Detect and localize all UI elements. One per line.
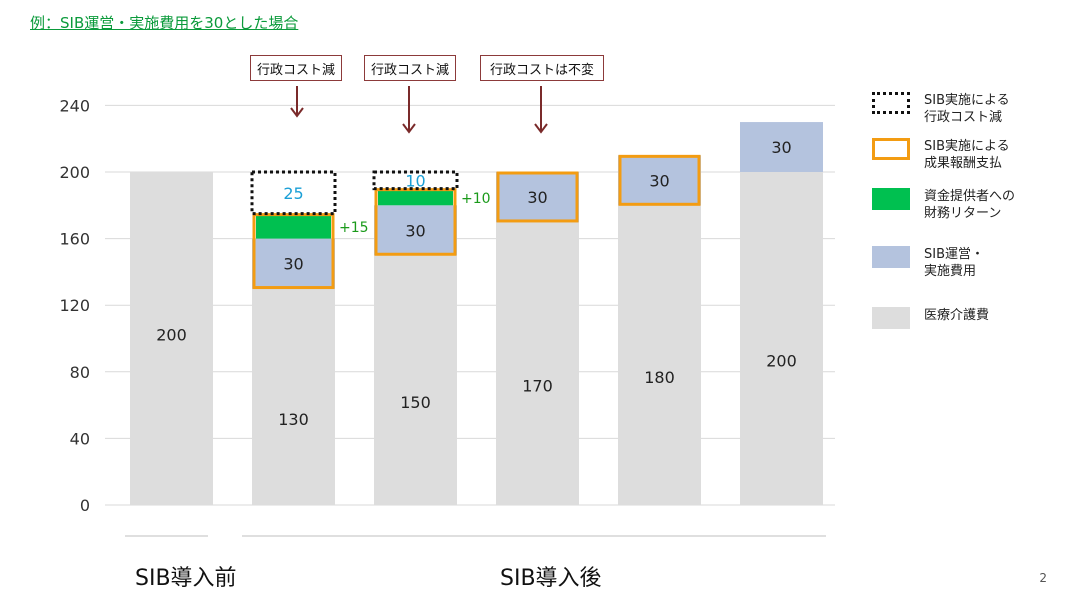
legend-sib-cost: SIB運営・ 実施費用 bbox=[872, 246, 1054, 280]
bar-return-label: +10 bbox=[461, 191, 491, 207]
y-tick-label: 200 bbox=[59, 163, 90, 182]
bar-medical-label: 200 bbox=[766, 352, 797, 371]
legend-swatch-sib-cost bbox=[872, 246, 910, 268]
callout-cost-reduction-2: 行政コスト減 bbox=[364, 55, 456, 81]
bar-return-label: +15 bbox=[339, 220, 369, 236]
chart-title: 例：SIB運営・実施費用を30とした場合 bbox=[30, 14, 299, 32]
bar-medical bbox=[374, 255, 457, 505]
callout-arrow-head bbox=[402, 123, 416, 134]
bar-sib bbox=[374, 205, 457, 256]
page-number: 2 bbox=[1039, 571, 1047, 585]
y-tick-label: 40 bbox=[70, 429, 90, 448]
bar-performance-payment-outline bbox=[252, 213, 335, 290]
bar-performance-payment-outline bbox=[496, 171, 579, 223]
legend-swatch-financial-return bbox=[872, 188, 910, 210]
callout-cost-reduction-1: 行政コスト減 bbox=[250, 55, 342, 81]
bar-sib-label: 30 bbox=[649, 171, 669, 190]
bar-cost-reduction-label: 25 bbox=[283, 184, 303, 203]
legend-medical-cost: 医療介護費 bbox=[872, 307, 1054, 329]
bar-medical bbox=[496, 221, 579, 505]
callout-arrow-head bbox=[534, 123, 548, 134]
bar-cost-reduction bbox=[372, 170, 459, 191]
bar-sib-label: 30 bbox=[527, 188, 547, 207]
legend-swatch-medical-cost bbox=[872, 307, 910, 329]
legend-performance-payment: SIB実施による 成果報酬支払 bbox=[872, 138, 1054, 172]
y-tick-label: 240 bbox=[59, 96, 90, 115]
y-tick-label: 80 bbox=[70, 363, 90, 382]
callout-arrow-head bbox=[290, 107, 304, 118]
legend-financial-return: 資金提供者への 財務リターン bbox=[872, 188, 1054, 222]
bar-sib bbox=[740, 122, 823, 172]
legend-cost-reduction: SIB実施による 行政コスト減 bbox=[872, 92, 1054, 126]
bar-medical-label: 180 bbox=[644, 368, 675, 387]
legend-swatch-cost-reduction bbox=[872, 92, 910, 114]
bar-medical bbox=[130, 172, 213, 505]
legend-swatch-performance-payment bbox=[872, 138, 910, 160]
y-tick-label: 0 bbox=[80, 496, 90, 515]
bar-medical bbox=[252, 288, 335, 505]
bar-sib bbox=[618, 155, 701, 206]
bar-medical-label: 200 bbox=[156, 326, 187, 345]
y-tick-label: 120 bbox=[59, 296, 90, 315]
bar-medical bbox=[740, 172, 823, 505]
bar-performance-payment-outline bbox=[374, 188, 457, 256]
bar-cost-reduction bbox=[250, 170, 337, 216]
bar-performance-payment-outline bbox=[618, 154, 701, 206]
y-tick-label: 160 bbox=[59, 230, 90, 249]
bar-sib bbox=[496, 172, 579, 222]
bar-return bbox=[378, 188, 453, 206]
bar-sib-label: 30 bbox=[283, 255, 303, 274]
bar-sib-label: 30 bbox=[405, 221, 425, 240]
bar-sib bbox=[252, 238, 335, 289]
bar-return bbox=[256, 213, 331, 239]
bar-medical-label: 170 bbox=[522, 376, 553, 395]
bar-medical-label: 150 bbox=[400, 393, 431, 412]
callout-cost-unchanged: 行政コストは不変 bbox=[480, 55, 604, 81]
group-label-before: SIB導入前 bbox=[135, 566, 237, 591]
bar-cost-reduction-label: 10 bbox=[405, 171, 425, 190]
bar-sib-label: 30 bbox=[771, 138, 791, 157]
bar-medical bbox=[618, 205, 701, 506]
bar-medical-label: 130 bbox=[278, 410, 309, 429]
group-label-after: SIB導入後 bbox=[500, 566, 602, 591]
